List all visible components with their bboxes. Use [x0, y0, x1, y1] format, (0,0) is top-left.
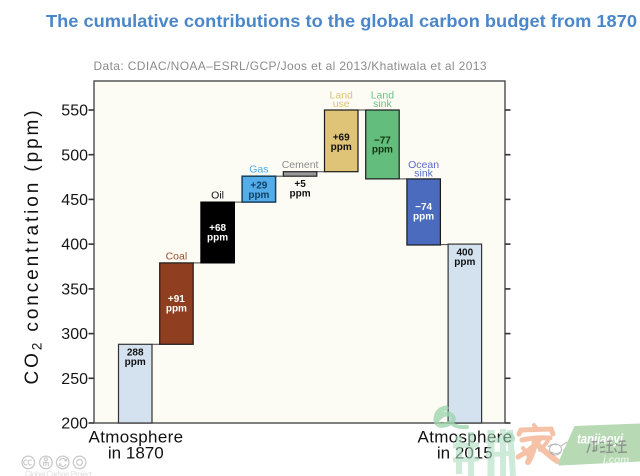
svg-text:ppm: ppm — [166, 303, 187, 314]
svg-text:+91: +91 — [168, 294, 185, 305]
svg-text:550: 550 — [61, 103, 88, 120]
svg-text:tanjiaoyi: tanjiaoyi — [577, 432, 623, 447]
svg-text:ppm: ppm — [454, 257, 475, 268]
svg-text:450: 450 — [61, 192, 88, 209]
svg-text:300: 300 — [61, 326, 88, 343]
svg-text:CO2 concentration (ppm): CO2 concentration (ppm) — [22, 108, 45, 385]
svg-text:use: use — [333, 98, 350, 110]
svg-text:350: 350 — [61, 282, 88, 299]
svg-text:sink: sink — [373, 98, 392, 110]
svg-text:−77: −77 — [374, 136, 391, 147]
svg-text:288: 288 — [127, 348, 144, 359]
svg-text:ppm: ppm — [290, 188, 311, 199]
svg-text:+5: +5 — [294, 179, 306, 190]
svg-text:sink: sink — [414, 167, 433, 179]
svg-text:Atmosphere: Atmosphere — [89, 428, 184, 447]
svg-text:Ocean: Ocean — [408, 159, 439, 171]
svg-text:−74: −74 — [415, 202, 432, 213]
svg-text:250: 250 — [61, 371, 88, 388]
svg-text:Cement: Cement — [282, 159, 319, 171]
svg-text:Oil: Oil — [211, 190, 224, 202]
svg-text:ppm: ppm — [207, 232, 228, 243]
svg-text:ppm: ppm — [248, 190, 269, 201]
svg-text:j.com: j.com — [601, 455, 629, 466]
svg-text:500: 500 — [61, 147, 88, 164]
svg-text:Gas: Gas — [249, 164, 268, 176]
svg-text:400: 400 — [61, 237, 88, 254]
svg-text:400: 400 — [456, 248, 473, 259]
svg-text:Global Carbon Project: Global Carbon Project — [25, 470, 93, 476]
svg-text:in 1870: in 1870 — [108, 444, 164, 463]
svg-text:ppm: ppm — [125, 357, 146, 368]
svg-text:Coal: Coal — [166, 251, 188, 263]
svg-text:Land: Land — [330, 89, 354, 101]
svg-text:+69: +69 — [333, 133, 350, 144]
svg-text:The cumulative contributions t: The cumulative contributions to the glob… — [46, 11, 637, 31]
svg-text:ppm: ppm — [413, 211, 434, 222]
svg-text:Data: CDIAC/NOAA–ESRL/GCP/Joos: Data: CDIAC/NOAA–ESRL/GCP/Joos et al 201… — [94, 59, 487, 73]
svg-text:Land: Land — [371, 89, 395, 101]
svg-text:200: 200 — [61, 416, 88, 433]
svg-text:ppm: ppm — [372, 145, 393, 156]
svg-text:+29: +29 — [250, 181, 267, 192]
svg-text:ppm: ppm — [331, 142, 352, 153]
svg-text:+68: +68 — [209, 223, 226, 234]
